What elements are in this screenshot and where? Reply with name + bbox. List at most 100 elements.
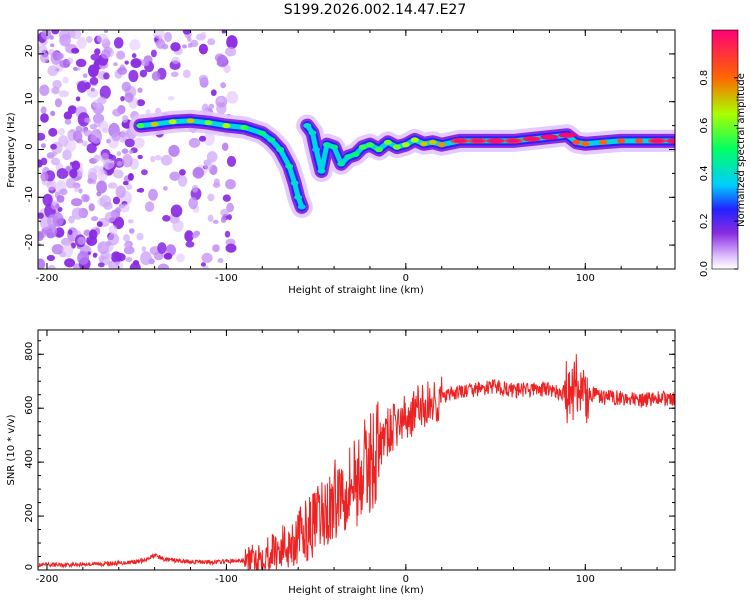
noise-speck <box>116 50 126 60</box>
noise-speck <box>207 214 214 222</box>
noise-speck <box>59 30 71 42</box>
noise-speck <box>51 244 64 255</box>
noise-speck <box>99 85 111 99</box>
noise-speck <box>86 239 93 245</box>
noise-speck <box>40 30 52 40</box>
noise-speck <box>81 193 89 203</box>
ridge-point <box>186 118 195 124</box>
noise-speck <box>192 167 205 179</box>
noise-speck <box>164 31 172 43</box>
noise-speck <box>167 95 175 101</box>
noise-speck <box>155 38 166 49</box>
noise-speck <box>116 151 122 157</box>
noise-speck <box>115 207 122 213</box>
ridge-point <box>410 137 419 143</box>
noise-speck <box>76 37 87 49</box>
spectrogram-ytick-label: -10 <box>24 186 35 202</box>
noise-speck <box>89 76 99 86</box>
noise-speck <box>101 49 111 59</box>
noise-speck <box>113 62 118 66</box>
noise-speck <box>221 30 226 34</box>
noise-speck <box>40 143 47 149</box>
noise-speck <box>187 43 193 48</box>
noise-speck <box>56 168 69 179</box>
colorbar-gradient <box>711 29 739 270</box>
noise-speck <box>60 237 73 246</box>
noise-speck <box>89 124 97 130</box>
noise-speck <box>148 188 158 201</box>
noise-speck <box>210 89 217 96</box>
noise-speck <box>163 186 168 191</box>
noise-speck <box>88 229 98 241</box>
noise-speck <box>200 31 207 39</box>
noise-speck <box>129 262 141 269</box>
ridge-point <box>351 151 360 157</box>
noise-speck <box>46 179 57 191</box>
noise-speck <box>171 56 180 64</box>
noise-speck <box>131 53 137 59</box>
noise-speck <box>87 178 94 184</box>
ridge-point <box>419 141 428 147</box>
noise-speck <box>62 149 72 161</box>
noise-speck <box>51 30 60 35</box>
noise-speck <box>225 243 237 253</box>
noise-speck <box>117 67 128 75</box>
noise-speck <box>121 148 129 154</box>
noise-speck <box>107 253 113 259</box>
noise-speck <box>204 158 212 167</box>
noise-speck <box>170 204 183 218</box>
noise-speck <box>52 212 64 227</box>
noise-speck <box>201 252 213 263</box>
noise-speck <box>93 154 100 162</box>
spectrogram-x-axis-label: Height of straight line (km) <box>288 285 424 296</box>
noise-speck <box>226 35 238 50</box>
noise-speck <box>145 109 151 116</box>
noise-speck <box>176 253 185 263</box>
noise-speck <box>140 59 150 67</box>
noise-speck <box>75 125 83 133</box>
noise-speck <box>65 177 76 189</box>
noise-speck <box>222 194 231 202</box>
noise-speck <box>71 160 81 171</box>
noise-speck <box>163 252 173 260</box>
noise-speck <box>71 47 80 54</box>
noise-speck <box>225 179 236 190</box>
noise-speck <box>49 43 55 48</box>
noise-speck <box>47 264 56 269</box>
ridge-point <box>392 144 401 150</box>
noise-speck <box>169 171 181 181</box>
noise-speck <box>121 81 131 92</box>
ridge-point <box>294 194 303 200</box>
spectrogram-xtick-label: -200 <box>36 273 59 284</box>
colorbar: 0.0 0.2 0.4 0.6 0.8 Normalized spectral ampl… <box>699 29 747 277</box>
ridge-point <box>374 146 383 153</box>
noise-speck <box>64 118 72 125</box>
noise-speck <box>122 180 129 186</box>
noise-speck <box>46 254 56 262</box>
noise-speck <box>191 184 199 193</box>
noise-speck <box>59 188 68 196</box>
figure-title: S199.2026.002.14.47.E27 <box>283 2 467 18</box>
noise-speck <box>188 197 198 210</box>
noise-speck <box>137 154 143 160</box>
colorbar-tick-label: 0.6 <box>699 118 710 134</box>
noise-speck <box>92 99 103 109</box>
noise-speck <box>217 258 224 263</box>
noise-speck <box>182 44 187 49</box>
snr-ytick-label: 400 <box>24 450 35 469</box>
noise-speck <box>122 153 133 168</box>
noise-speck <box>115 185 126 198</box>
noise-speck <box>84 117 91 123</box>
noise-speck <box>124 138 136 148</box>
noise-speck <box>103 72 110 80</box>
noise-speck <box>116 161 123 167</box>
ridge-point <box>258 130 267 136</box>
noise-speck <box>162 215 171 222</box>
noise-speck <box>65 165 71 172</box>
ridge-point <box>317 168 326 174</box>
snr-plot-area <box>38 330 675 570</box>
noise-speck <box>127 173 134 181</box>
ridge-point <box>401 142 410 148</box>
noise-speck <box>51 153 56 157</box>
ridge-point <box>136 123 145 129</box>
